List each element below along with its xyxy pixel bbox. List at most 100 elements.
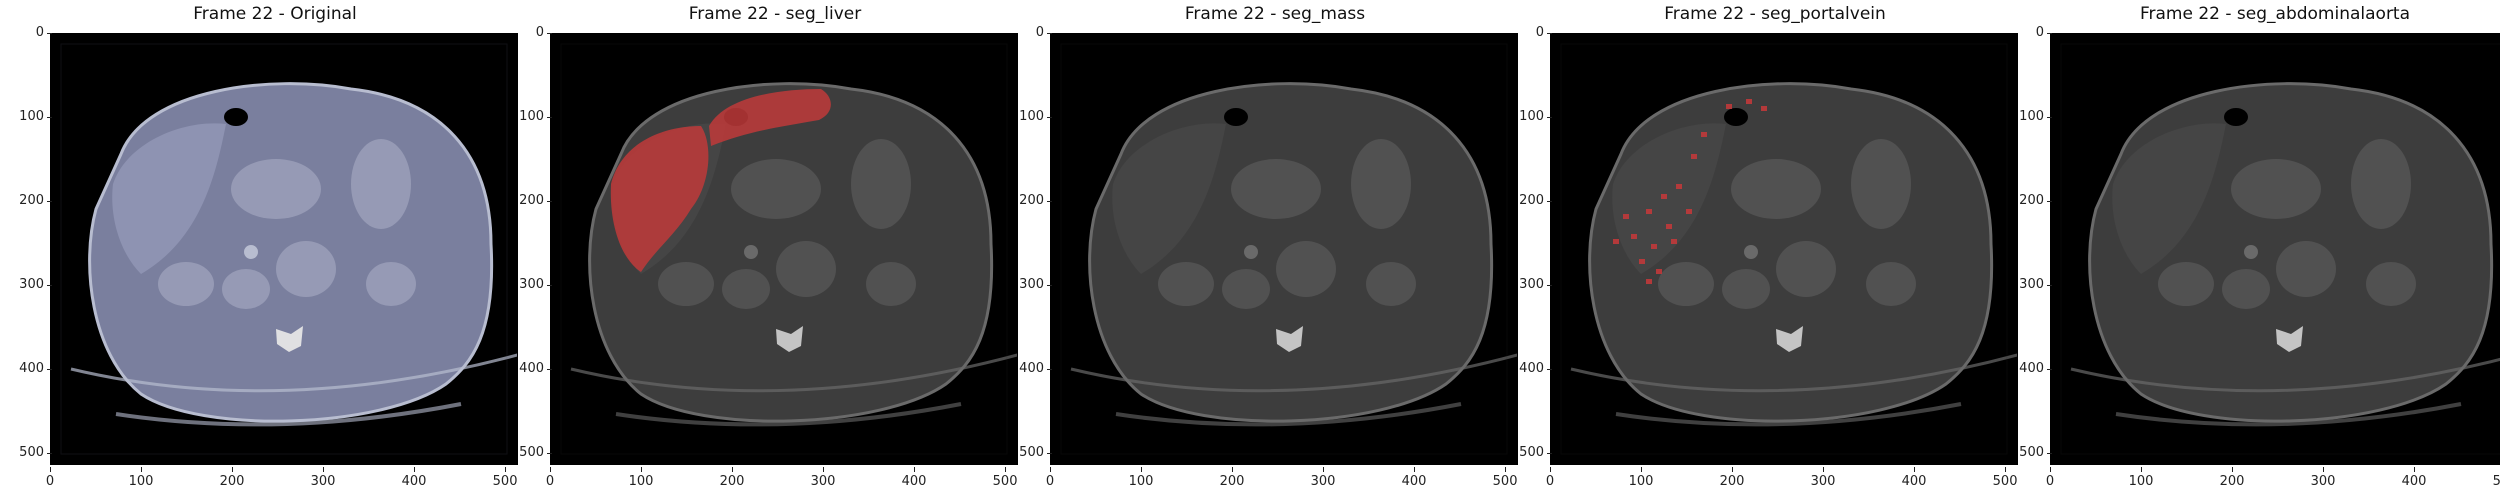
y-tick-label: 100 <box>1500 109 1544 124</box>
organ-shape <box>366 262 416 306</box>
y-tick-label: 500 <box>500 445 544 460</box>
image-axes <box>1550 33 2018 465</box>
portalvein-mask-fragment <box>1646 209 1652 214</box>
portalvein-mask-fragment <box>1651 244 1657 249</box>
x-tick-label: 200 <box>2212 474 2252 489</box>
ct-scan-image <box>551 34 1017 464</box>
organ-shape <box>222 269 270 309</box>
aorta <box>744 245 758 259</box>
organ-shape <box>2158 262 2214 306</box>
y-tick-label: 200 <box>1000 193 1044 208</box>
y-tick-label: 0 <box>500 25 544 40</box>
x-tick-label: 400 <box>894 474 934 489</box>
organ-shape <box>231 159 321 219</box>
organ-shape <box>722 269 770 309</box>
organ-shape <box>866 262 916 306</box>
organ-shape <box>1222 269 1270 309</box>
organ-shape <box>851 139 911 229</box>
organ-shape <box>2231 159 2321 219</box>
y-tick-label: 500 <box>1000 445 1044 460</box>
x-tick-label: 300 <box>1303 474 1343 489</box>
y-tick-label: 400 <box>500 361 544 376</box>
x-tick-label: 400 <box>1894 474 1934 489</box>
x-tick-label: 300 <box>1803 474 1843 489</box>
portalvein-mask-fragment <box>1726 104 1732 109</box>
x-tick-label: 100 <box>621 474 661 489</box>
x-tick-label: 300 <box>303 474 343 489</box>
y-tick-label: 400 <box>1000 361 1044 376</box>
organ-shape <box>1851 139 1911 229</box>
x-tick-label: 100 <box>1121 474 1161 489</box>
y-tick-label: 100 <box>500 109 544 124</box>
organ-shape <box>351 139 411 229</box>
air-pocket <box>224 108 248 126</box>
y-tick-label: 500 <box>0 445 44 460</box>
portalvein-mask-fragment <box>1623 214 1629 219</box>
x-tick-label: 400 <box>1394 474 1434 489</box>
x-tick-label: 400 <box>2394 474 2434 489</box>
portalvein-mask-fragment <box>1656 269 1662 274</box>
portalvein-mask-fragment <box>1639 259 1645 264</box>
organ-shape <box>1276 241 1336 297</box>
organ-shape <box>2351 139 2411 229</box>
y-tick-label: 300 <box>0 277 44 292</box>
organ-shape <box>1731 159 1821 219</box>
portalvein-mask-fragment <box>1691 154 1697 159</box>
aorta <box>1244 245 1258 259</box>
subplot-title: Frame 22 - seg_portalvein <box>1540 4 2010 24</box>
y-tick-label: 400 <box>2000 361 2044 376</box>
organ-shape <box>1866 262 1916 306</box>
y-tick-label: 200 <box>500 193 544 208</box>
portalvein-mask-fragment <box>1666 224 1672 229</box>
x-tick-label: 200 <box>712 474 752 489</box>
image-axes <box>1050 33 1518 465</box>
portalvein-mask-fragment <box>1761 106 1767 111</box>
portalvein-mask-fragment <box>1661 194 1667 199</box>
y-tick-label: 200 <box>2000 193 2044 208</box>
y-tick-label: 200 <box>1500 193 1544 208</box>
y-tick-label: 100 <box>2000 109 2044 124</box>
x-tick-label: 200 <box>212 474 252 489</box>
portalvein-mask-fragment <box>1746 99 1752 104</box>
y-tick-label: 100 <box>1000 109 1044 124</box>
organ-shape <box>658 262 714 306</box>
subplot-title: Frame 22 - seg_mass <box>1040 4 1510 24</box>
x-tick-label: 200 <box>1212 474 1252 489</box>
organ-shape <box>158 262 214 306</box>
y-tick-label: 400 <box>1500 361 1544 376</box>
air-pocket <box>2224 108 2248 126</box>
y-tick-label: 300 <box>500 277 544 292</box>
subplot-panel: Frame 22 - seg_mass 0 100 200 300 400 500 0 100 2… <box>1000 0 1470 500</box>
portalvein-mask-fragment <box>1646 279 1652 284</box>
x-tick-label: 400 <box>394 474 434 489</box>
portalvein-mask-fragment <box>1686 209 1692 214</box>
organ-shape <box>1658 262 1714 306</box>
subplot-title: Frame 22 - Original <box>40 4 510 24</box>
subplot-title: Frame 22 - seg_liver <box>540 4 1010 24</box>
subplot-panel: Frame 22 - seg_abdominalaorta 0 100 200 300 4… <box>2000 0 2470 500</box>
organ-shape <box>1351 139 1411 229</box>
ct-scan-image <box>51 34 517 464</box>
y-tick-label: 400 <box>0 361 44 376</box>
ct-scan-image <box>1551 34 2017 464</box>
air-pocket <box>1224 108 1248 126</box>
image-axes <box>50 33 518 465</box>
x-tick-label: 100 <box>121 474 161 489</box>
x-tick-label: 300 <box>803 474 843 489</box>
organ-shape <box>276 241 336 297</box>
organ-shape <box>2366 262 2416 306</box>
organ-shape <box>1776 241 1836 297</box>
x-tick-label: 100 <box>1621 474 1661 489</box>
organ-shape <box>1231 159 1321 219</box>
x-tick-label: 0 <box>1530 474 1570 489</box>
aorta <box>1744 245 1758 259</box>
organ-shape <box>1158 262 1214 306</box>
portalvein-mask-fragment <box>1631 234 1637 239</box>
x-tick-label: 500 <box>2485 474 2500 489</box>
aorta <box>244 245 258 259</box>
image-axes <box>550 33 1018 465</box>
y-tick-label: 0 <box>1500 25 1544 40</box>
organ-shape <box>2276 241 2336 297</box>
y-tick-label: 500 <box>2000 445 2044 460</box>
y-tick-label: 0 <box>1000 25 1044 40</box>
